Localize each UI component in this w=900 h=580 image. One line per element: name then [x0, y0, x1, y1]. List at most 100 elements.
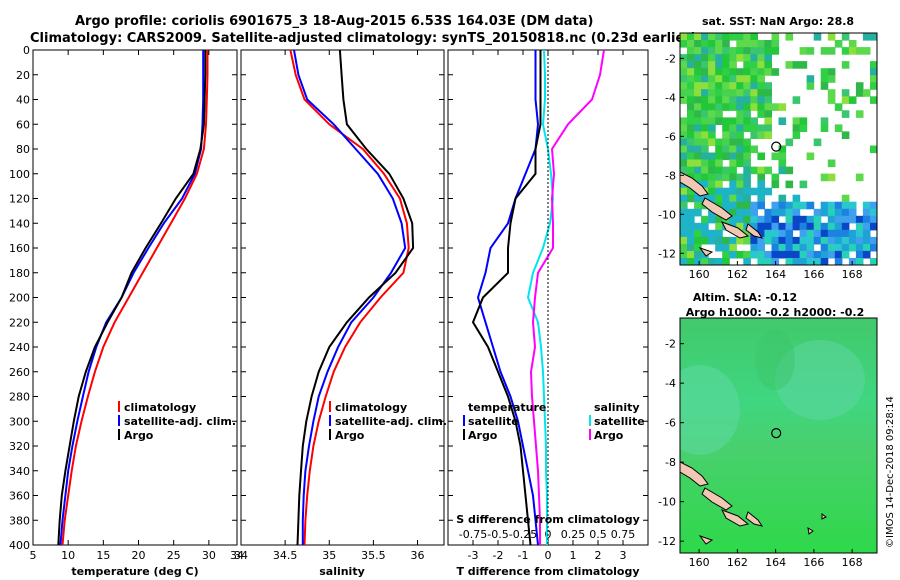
- sst-cell: [785, 166, 794, 175]
- sst-cell: [848, 215, 857, 224]
- sst-cell: [862, 215, 871, 224]
- sst-cell: [743, 229, 751, 238]
- sst-cell: [715, 166, 723, 175]
- map-x-tick-label: 162: [727, 268, 748, 281]
- sst-cell: [813, 215, 822, 224]
- legend-label-t-satellite: satellite: [468, 415, 519, 428]
- map-y-tick-label: -10: [658, 208, 676, 221]
- sst-cell: [799, 222, 808, 231]
- sst-cell: [715, 68, 723, 76]
- sst-cell: [736, 110, 744, 118]
- sst-cell: [701, 229, 709, 238]
- sst-cell: [708, 152, 716, 161]
- sst-cell: [757, 215, 765, 224]
- sst-cell: [694, 229, 702, 238]
- sst-cell: [743, 166, 751, 175]
- sst-cell: [820, 68, 829, 76]
- imos-credit: ©IMOS 14-Dec-2018 09:28:14: [885, 396, 896, 548]
- sst-cell: [771, 40, 780, 48]
- sst-cell: [771, 208, 780, 217]
- sst-cell: [841, 33, 850, 41]
- x-top-tick-label: 0.75: [611, 528, 636, 541]
- sst-cell: [764, 61, 772, 69]
- sst-cell: [722, 173, 730, 182]
- sst-cell: [694, 82, 702, 90]
- sst-cell: [757, 96, 765, 104]
- map-y-tick-label: -6: [665, 417, 676, 430]
- sst-cell: [743, 215, 751, 224]
- salinity-panel-frame: [240, 49, 445, 546]
- sst-cell: [743, 75, 751, 83]
- sst-cell: [757, 166, 765, 175]
- map-x-tick-label: 162: [727, 556, 748, 569]
- y-tick-label: 240: [9, 341, 30, 354]
- sla-map-feature: [680, 365, 740, 455]
- sst-cell: [834, 124, 843, 132]
- map-y-tick-label: -2: [665, 52, 676, 65]
- sst-cell: [736, 33, 744, 41]
- sst-cell: [694, 138, 702, 147]
- sst-cell: [743, 201, 751, 210]
- x-tick-label: 34.5: [273, 549, 298, 562]
- sst-cell: [687, 75, 695, 83]
- sst-cell: [764, 117, 772, 125]
- sst-cell: [785, 201, 794, 210]
- sst-cell: [834, 229, 843, 238]
- sst-cell: [778, 201, 787, 210]
- island-small: [698, 247, 714, 257]
- sst-cell: [841, 96, 850, 104]
- sst-cell: [750, 250, 758, 259]
- sst-cell: [701, 152, 709, 161]
- y-tick-label: 380: [9, 514, 30, 527]
- sst-cell: [841, 215, 850, 224]
- sst-cell: [701, 138, 709, 147]
- y-tick-label: 220: [9, 316, 30, 329]
- sst-cell: [806, 243, 815, 252]
- legend-label-climatology: climatology: [335, 401, 407, 414]
- map-x-tick-label: 166: [803, 268, 824, 281]
- sst-cell: [778, 145, 787, 154]
- sst-cell: [750, 89, 758, 97]
- sst-cell: [736, 47, 744, 55]
- x-tick-label: -2: [493, 549, 504, 562]
- sst-cell: [722, 124, 730, 132]
- sst-cell: [848, 96, 857, 104]
- sst-cell: [785, 208, 794, 217]
- sst-cell: [694, 68, 702, 76]
- sst-cell: [743, 33, 751, 41]
- sst-cell: [701, 82, 709, 90]
- y-tick-label: 0: [23, 44, 30, 57]
- sst-cell: [820, 250, 829, 259]
- sst-cell: [855, 173, 864, 182]
- sst-cell: [757, 110, 765, 118]
- sst-cell: [870, 61, 877, 69]
- sst-cell: [827, 75, 836, 83]
- sst-cell: [792, 117, 801, 125]
- sst-cell: [687, 40, 695, 48]
- sst-cell: [694, 40, 702, 48]
- sst-cell: [862, 89, 871, 97]
- sst-cell: [694, 208, 702, 217]
- sst-cell: [708, 103, 716, 111]
- difference-legend-temperature: temperature satellite Argo: [463, 401, 546, 442]
- sst-cell: [799, 47, 808, 55]
- sst-cell: [715, 33, 723, 41]
- sst-cell: [764, 250, 772, 259]
- sst-cell: [743, 258, 751, 265]
- sst-cell: [757, 173, 765, 182]
- sst-cell: [680, 201, 688, 210]
- sst-cell: [680, 68, 688, 76]
- sst-cell: [736, 159, 744, 168]
- sst-cell: [736, 96, 744, 104]
- sst-cell: [764, 82, 772, 90]
- sst-cell: [687, 258, 695, 265]
- sst-cell: [687, 187, 695, 196]
- sst-cell: [813, 222, 822, 231]
- x-tick-label: 5: [30, 549, 37, 562]
- sst-cell: [701, 117, 709, 125]
- sst-cell: [757, 243, 765, 252]
- sst-cell: [736, 236, 744, 245]
- sst-cell: [729, 68, 737, 76]
- sst-cell: [687, 54, 695, 62]
- sst-cell: [708, 194, 716, 203]
